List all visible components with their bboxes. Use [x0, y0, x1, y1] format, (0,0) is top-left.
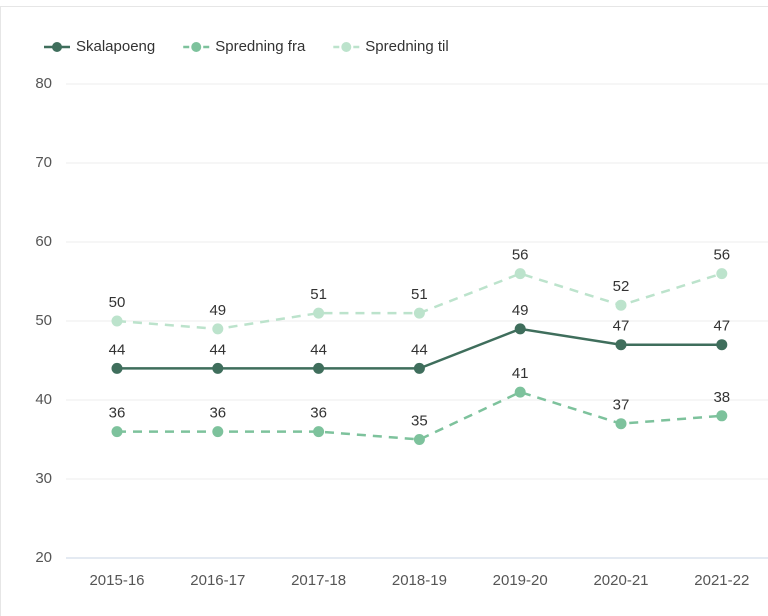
x-tick-label: 2019-20 [493, 572, 548, 589]
data-label: 38 [713, 389, 730, 406]
card [0, 6, 768, 616]
data-label: 52 [613, 278, 630, 295]
data-point [716, 410, 728, 422]
legend-label: Spredning fra [215, 38, 306, 55]
data-point [111, 362, 123, 374]
data-point [615, 299, 627, 311]
legend-marker [341, 42, 352, 52]
data-point [313, 362, 325, 374]
legend-marker [52, 42, 62, 52]
data-label: 44 [209, 341, 226, 358]
x-tick-label: 2020-21 [593, 572, 648, 589]
data-point [313, 426, 325, 438]
x-tick-label: 2017-18 [291, 572, 346, 589]
data-point [615, 339, 627, 351]
legend-label: Spredning til [365, 38, 448, 55]
data-point [212, 362, 224, 374]
data-point [212, 323, 224, 335]
data-label: 36 [209, 405, 226, 422]
data-label: 41 [512, 365, 529, 382]
y-tick-label: 80 [35, 75, 52, 92]
x-tick-label: 2015-16 [89, 572, 144, 589]
data-point [413, 434, 425, 445]
data-label: 47 [613, 318, 630, 335]
data-label: 36 [109, 405, 126, 422]
x-tick-label: 2018-19 [392, 572, 447, 589]
data-point [413, 362, 425, 374]
data-label: 49 [512, 302, 529, 319]
data-label: 56 [713, 247, 730, 264]
data-point [111, 315, 123, 327]
data-point [212, 426, 224, 438]
data-point [111, 426, 123, 438]
data-point [514, 323, 526, 335]
data-label: 50 [109, 294, 126, 311]
data-point [615, 418, 627, 430]
data-label: 44 [109, 341, 126, 358]
y-tick-label: 60 [35, 233, 52, 250]
data-point [514, 268, 526, 280]
data-label: 37 [613, 397, 630, 414]
y-tick-label: 30 [35, 470, 52, 487]
data-point [716, 268, 728, 280]
legend-label: Skalapoeng [76, 38, 155, 55]
data-label: 56 [512, 247, 529, 264]
data-label: 51 [310, 286, 327, 303]
data-point [413, 307, 425, 319]
data-label: 47 [713, 318, 730, 335]
y-tick-label: 70 [35, 154, 52, 171]
data-label: 49 [209, 302, 226, 319]
y-tick-label: 50 [35, 312, 52, 329]
data-label: 44 [310, 341, 327, 358]
data-label: 51 [411, 286, 428, 303]
y-tick-label: 40 [35, 391, 52, 408]
data-label: 36 [310, 405, 327, 422]
y-tick-label: 20 [35, 549, 52, 566]
data-point [716, 339, 728, 351]
x-tick-label: 2016-17 [190, 572, 245, 589]
legend-marker [191, 42, 202, 52]
data-point [514, 386, 526, 398]
x-tick-label: 2021-22 [694, 572, 749, 589]
data-point [313, 307, 325, 319]
data-label: 44 [411, 341, 428, 358]
data-label: 35 [411, 412, 428, 429]
